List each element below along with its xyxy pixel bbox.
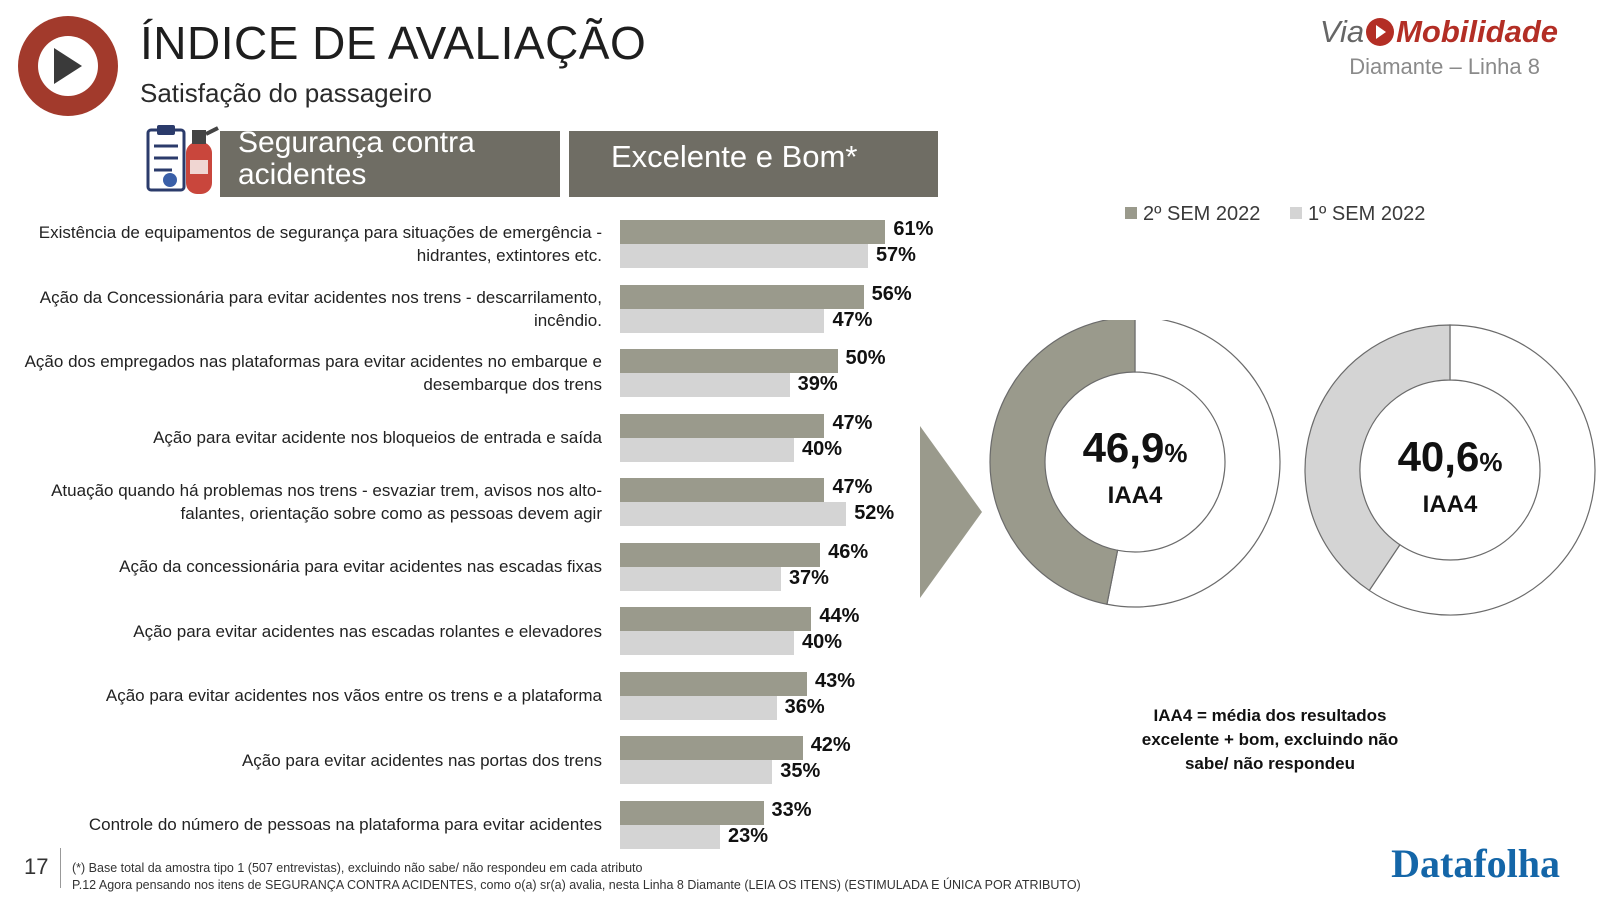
bar-current bbox=[620, 800, 764, 825]
footer-divider bbox=[60, 848, 61, 888]
value-label-previous: 37% bbox=[788, 566, 829, 589]
donut-label-current: IAA4 bbox=[1107, 482, 1163, 509]
arrow-right-icon bbox=[920, 426, 982, 598]
donut-unit-previous: % bbox=[1479, 447, 1503, 477]
legend-item-current: 2º SEM 2022 bbox=[1125, 203, 1260, 225]
value-label-previous: 36% bbox=[784, 695, 825, 718]
value-label-previous: 40% bbox=[802, 631, 843, 653]
measure-header: Excelente e Bom* bbox=[569, 131, 938, 197]
donut-number-previous: 40,6 bbox=[1397, 433, 1480, 480]
bar-current bbox=[620, 478, 825, 502]
bar-previous bbox=[620, 437, 794, 462]
value-label-current: 47% bbox=[832, 411, 873, 434]
category-label: Ação para evitar acidente nos bloqueios … bbox=[153, 428, 602, 447]
category-label: Controle do número de pessoas na platafo… bbox=[88, 815, 602, 834]
page-title: ÍNDICE DE AVALIAÇÃO bbox=[140, 17, 647, 69]
bar-previous bbox=[620, 695, 777, 720]
value-label-previous: 52% bbox=[854, 502, 895, 524]
bar-previous bbox=[620, 244, 868, 268]
category-label: Ação da concessionária para evitar acide… bbox=[119, 557, 602, 576]
legend-swatch-current bbox=[1125, 207, 1137, 219]
category-label: Ação da Concessionária para evitar acide… bbox=[39, 287, 602, 330]
play-logo-icon bbox=[18, 16, 118, 116]
legend-swatch-previous bbox=[1289, 207, 1302, 219]
donut-label-previous: IAA4 bbox=[1422, 491, 1478, 518]
legend-label-previous: 1º SEM 2022 bbox=[1307, 203, 1426, 225]
iaa4-note: IAA4 = média dos resultados excelente + … bbox=[1141, 706, 1399, 773]
value-label-current: 50% bbox=[845, 347, 886, 369]
value-label-current: 44% bbox=[819, 605, 860, 627]
category-label: Ação para evitar acidentes nas portas do… bbox=[241, 750, 602, 770]
legend-label-current: 2º SEM 2022 bbox=[1143, 203, 1261, 225]
page-number: 17 bbox=[24, 854, 49, 879]
bar-current bbox=[620, 607, 812, 631]
donut-previous-remainder-slice bbox=[1368, 324, 1596, 616]
bar-previous bbox=[620, 308, 825, 333]
category-label: Ação para evitar acidentes nas escadas r… bbox=[133, 621, 602, 641]
brand-logo: Via Mobilidade bbox=[1320, 14, 1558, 50]
bar-current bbox=[620, 220, 886, 244]
value-label-previous: 23% bbox=[728, 824, 769, 847]
bar-current bbox=[620, 736, 803, 760]
bar-current bbox=[620, 671, 808, 696]
donut-previous-value-slice bbox=[1304, 324, 1451, 592]
safety-clipboard-extinguisher-icon bbox=[144, 122, 220, 198]
legend-item-previous: 1º SEM 2022 bbox=[1289, 203, 1426, 225]
footnote-question: P.12 Agora pensando nos itens de SEGURAN… bbox=[72, 878, 1081, 892]
donut-charts bbox=[989, 320, 1596, 616]
bar-previous bbox=[620, 760, 773, 784]
measure-title: Excelente e Bom* bbox=[611, 139, 858, 174]
value-label-current: 61% bbox=[893, 218, 934, 240]
donut-value-previous: 40,6% bbox=[1375, 433, 1525, 481]
play-logo-inner bbox=[38, 36, 98, 96]
donut-unit-current: % bbox=[1164, 438, 1188, 468]
line-name: Diamante – Linha 8 bbox=[1349, 54, 1540, 79]
bar-previous bbox=[620, 373, 790, 397]
value-label-current: 56% bbox=[871, 282, 912, 305]
donut-current-value-slice bbox=[989, 320, 1136, 605]
bar-current bbox=[620, 413, 825, 438]
donut-number-current: 46,9 bbox=[1082, 424, 1165, 471]
footnote-base: (*) Base total da amostra tipo 1 (507 en… bbox=[72, 861, 643, 875]
bar-previous bbox=[620, 631, 794, 655]
value-label-current: 42% bbox=[810, 734, 851, 756]
category-label: Existência de equipamentos de segurança … bbox=[38, 223, 602, 265]
brand-via: Via bbox=[1319, 14, 1365, 49]
value-label-current: 43% bbox=[815, 669, 856, 692]
value-label-previous: 57% bbox=[875, 244, 916, 266]
category-label: Ação dos empregados nas plataformas para… bbox=[24, 352, 602, 394]
brand-mobilidade: Mobilidade bbox=[1396, 14, 1558, 49]
bar-current bbox=[620, 284, 864, 309]
category-header: Segurança contra acidentes bbox=[220, 127, 560, 197]
donut-value-current: 46,9% bbox=[1060, 424, 1210, 472]
bar-previous bbox=[620, 502, 847, 526]
category-label: Ação para evitar acidentes nos vãos entr… bbox=[105, 686, 602, 705]
bar-previous bbox=[620, 824, 721, 849]
value-label-previous: 40% bbox=[802, 437, 843, 460]
donut-current-remainder-slice bbox=[1106, 320, 1281, 608]
value-label-previous: 47% bbox=[832, 308, 873, 331]
category-title: Segurança contra acidentes bbox=[238, 126, 475, 191]
value-label-current: 46% bbox=[828, 540, 869, 563]
play-triangle-icon bbox=[54, 48, 82, 84]
bar-current bbox=[620, 542, 821, 567]
value-label-current: 47% bbox=[832, 476, 873, 498]
page-subtitle: Satisfação do passageiro bbox=[140, 78, 432, 108]
value-label-previous: 35% bbox=[780, 760, 821, 782]
brand-play-icon bbox=[1366, 18, 1395, 46]
datafolha-logo: Datafolha bbox=[1391, 841, 1560, 886]
chart-legend: 2º SEM 2022 1º SEM 2022 bbox=[1125, 203, 1449, 226]
category-label: Atuação quando há problemas nos trens - … bbox=[51, 481, 602, 523]
bar-current bbox=[620, 349, 838, 373]
value-label-current: 33% bbox=[771, 798, 812, 821]
bar-previous bbox=[620, 566, 781, 591]
value-label-previous: 39% bbox=[797, 373, 838, 395]
